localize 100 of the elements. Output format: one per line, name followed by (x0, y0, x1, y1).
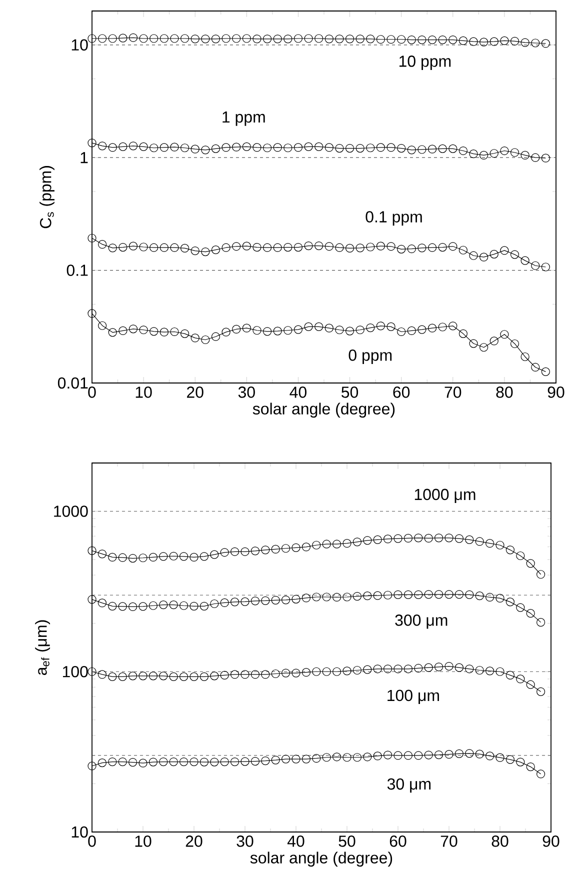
point (434, 750, 444, 760)
point (536, 687, 546, 696)
point (444, 590, 454, 599)
point (150, 327, 158, 336)
point (480, 343, 488, 352)
point (363, 592, 372, 600)
point (531, 362, 540, 372)
point (428, 243, 437, 252)
point (324, 143, 334, 152)
point (232, 324, 241, 334)
point (394, 534, 402, 543)
point (536, 618, 546, 627)
point (304, 322, 313, 331)
point (536, 770, 546, 778)
point (284, 34, 292, 44)
x-tick-label: 50 (338, 836, 356, 847)
point (201, 146, 210, 154)
point (190, 334, 200, 342)
point (220, 598, 229, 608)
point (211, 332, 220, 341)
point (444, 534, 454, 542)
series-label: 10 ppm (399, 56, 451, 70)
point (418, 145, 426, 154)
point (294, 243, 303, 252)
point (312, 592, 321, 602)
y-tick-label: 1 (80, 152, 88, 164)
series-label: 0 ppm (348, 350, 392, 364)
point (345, 326, 354, 336)
point (454, 749, 464, 758)
point (262, 34, 272, 44)
point (376, 322, 386, 330)
point (526, 559, 535, 568)
point (242, 34, 251, 43)
point (332, 752, 342, 762)
point (139, 34, 148, 43)
point (510, 36, 520, 46)
point (541, 262, 550, 272)
point (500, 146, 509, 156)
point (108, 34, 117, 43)
point (128, 142, 138, 150)
point (108, 672, 117, 681)
series-label: 0.1 ppm (366, 211, 422, 226)
point (273, 34, 282, 44)
point (356, 326, 364, 334)
point (424, 663, 433, 672)
point (108, 552, 117, 562)
point (271, 669, 280, 678)
point (438, 36, 447, 44)
point (418, 244, 426, 252)
point (108, 757, 117, 766)
point (356, 244, 364, 252)
point (352, 666, 362, 675)
point (428, 144, 437, 154)
point (345, 34, 354, 44)
x-tick-label: 90 (548, 386, 564, 398)
x-tick-label: 20 (186, 836, 202, 847)
point (384, 534, 392, 544)
point (454, 590, 464, 599)
point (500, 36, 509, 45)
point (169, 672, 178, 681)
y-tick-label: 10 (72, 39, 88, 51)
point (292, 594, 300, 604)
point (242, 324, 251, 332)
point (170, 34, 179, 43)
x-tick-label: 30 (238, 386, 255, 398)
point (314, 241, 324, 250)
point (373, 664, 382, 674)
point (232, 242, 241, 251)
point (98, 670, 106, 679)
point (480, 252, 488, 262)
x-tick-label: 40 (290, 386, 306, 398)
point (438, 144, 447, 153)
point (332, 592, 342, 602)
point (222, 143, 230, 152)
point (516, 674, 525, 684)
point (118, 553, 127, 562)
point (211, 34, 220, 44)
point (170, 142, 179, 152)
point (160, 243, 168, 252)
point (294, 325, 303, 334)
series-label: 300 μm (395, 614, 448, 629)
x-axis-title: solar angle (degree) (252, 402, 395, 418)
point (262, 243, 272, 252)
point (475, 592, 484, 600)
point (448, 144, 458, 153)
point (139, 142, 148, 151)
point (222, 34, 230, 43)
point (180, 329, 190, 338)
point (262, 144, 272, 152)
point (250, 546, 260, 556)
x-tick-label: 60 (390, 836, 406, 847)
x-tick-label: 0 (88, 836, 96, 847)
point (404, 664, 412, 674)
point (160, 143, 168, 152)
point (352, 753, 362, 762)
point (404, 590, 412, 599)
point (366, 323, 375, 332)
point (294, 34, 303, 43)
point (240, 670, 250, 679)
point (520, 352, 530, 362)
